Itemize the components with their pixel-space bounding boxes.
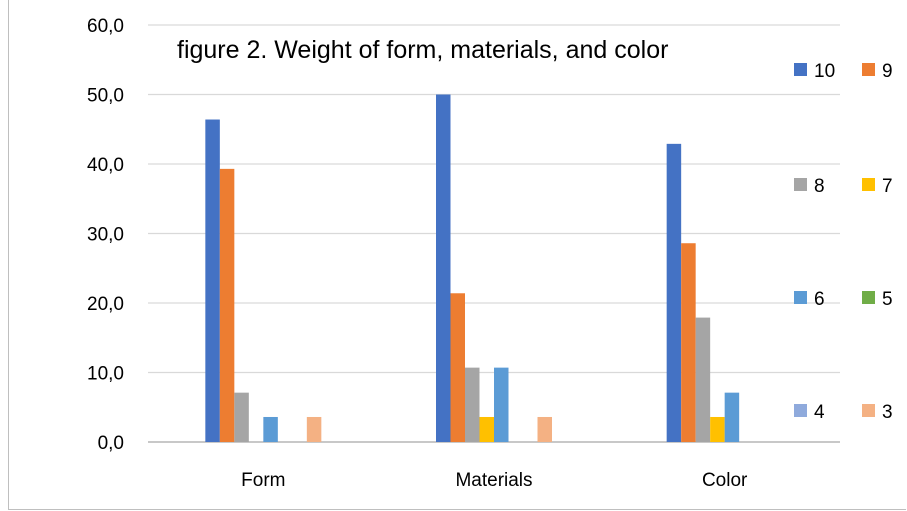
y-tick-label: 50,0 [87, 86, 124, 107]
legend-label-9: 9 [882, 61, 893, 82]
legend-label-3: 3 [882, 402, 893, 423]
x-axis-categories: Form Materials Color [241, 470, 748, 491]
legend-label-5: 5 [882, 289, 893, 310]
legend-swatch-4 [794, 404, 807, 417]
legend-swatch-3 [862, 404, 875, 417]
legend-swatch-7 [862, 178, 875, 191]
bar-6-materials [494, 367, 509, 442]
bar-3-materials [537, 416, 552, 442]
bar-8-form [234, 392, 249, 442]
legend-swatch-9 [862, 63, 875, 76]
y-tick-label: 10,0 [87, 364, 124, 385]
x-category-label: Materials [455, 470, 532, 491]
bar-10-form [205, 119, 220, 443]
bar-6-form [263, 416, 278, 442]
y-axis-ticks: 0,0 10,0 20,0 30,0 40,0 50,0 60,0 [87, 16, 124, 454]
legend-swatch-10 [794, 63, 807, 76]
chart-title: figure 2. Weight of form, materials, and… [177, 36, 668, 64]
bar-7-color [710, 416, 725, 442]
y-tick-label: 20,0 [87, 294, 124, 315]
bar-9-color [681, 243, 696, 442]
bar-10-color [666, 143, 682, 442]
y-tick-label: 30,0 [87, 225, 124, 246]
bar-10-materials [436, 94, 451, 442]
bar-7-materials [479, 416, 494, 442]
legend-label-7: 7 [882, 176, 893, 197]
chart-frame [8, 0, 906, 510]
legend-swatch-5 [862, 291, 875, 304]
bars [205, 94, 740, 443]
bar-3-form [306, 416, 322, 442]
bar-6-color [724, 392, 740, 442]
y-tick-label: 60,0 [87, 16, 124, 37]
bar-9-materials [450, 293, 465, 442]
legend-label-8: 8 [814, 176, 825, 197]
legend-label-10: 10 [814, 61, 835, 82]
y-tick-label: 40,0 [87, 155, 124, 176]
y-tick-label: 0,0 [98, 433, 124, 454]
legend-swatch-8 [794, 178, 807, 191]
bar-9-form [219, 168, 235, 443]
bar-8-color [695, 317, 711, 442]
x-category-label: Form [241, 470, 285, 491]
x-category-label: Color [702, 470, 748, 491]
bar-8-materials [465, 367, 480, 442]
legend: 10 9 8 7 6 5 4 3 [794, 61, 893, 423]
legend-label-6: 6 [814, 289, 825, 310]
legend-label-4: 4 [814, 402, 825, 423]
legend-swatch-6 [794, 291, 807, 304]
